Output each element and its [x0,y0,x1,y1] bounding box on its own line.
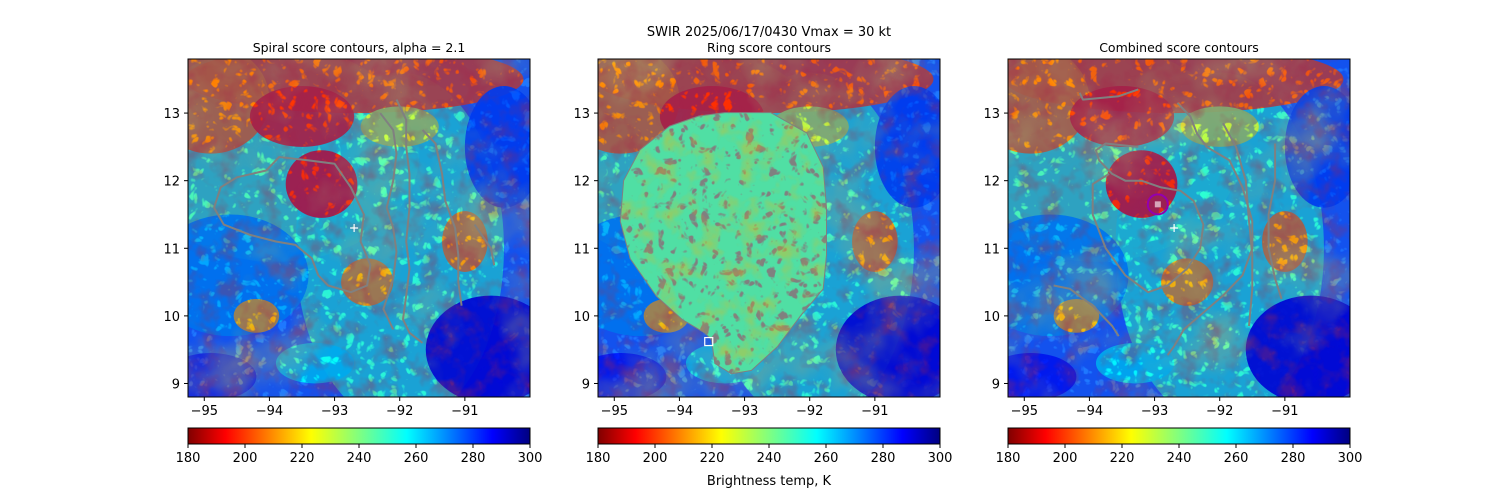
colorbar-tick-label: 180 [586,451,611,466]
score-contour [473,224,496,266]
colorbar-tick-label: 200 [643,451,668,466]
y-tick-label: 13 [573,107,590,122]
colorbar-tick-label: 240 [757,451,782,466]
colorbar-tick-label: 300 [518,451,543,466]
colorbar-tick-label: 280 [461,451,486,466]
y-tick-label: 10 [163,310,180,325]
satellite-image [188,59,530,397]
x-tick-label: −92 [386,404,413,419]
y-tick-label: 13 [983,107,1000,122]
score-contour [1166,102,1254,356]
x-tick-label: −95 [601,404,628,419]
x-tick-label: −91 [451,404,478,419]
y-tick-label: 12 [983,175,1000,190]
colorbar-tick-label: 200 [233,451,258,466]
panel-title: Ring score contours [707,40,831,55]
y-tick-label: 11 [163,242,180,257]
figure-suptitle: SWIR 2025/06/17/0430 Vmax = 30 kt [647,25,891,40]
x-tick-label: −93 [1141,404,1168,419]
y-tick-label: 9 [172,377,180,392]
score-contour [379,112,398,330]
y-tick-label: 12 [573,175,590,190]
colorbar [1007,427,1351,445]
x-tick-label: −93 [731,404,758,419]
chart-panel-2: Ring score contours −95 −94 −93 −92 −91 9 10 11 1… [573,40,953,466]
y-tick-label: 11 [573,242,590,257]
colorbar-tick-label: 260 [1224,451,1249,466]
colorbar-tick-label: 220 [290,451,315,466]
x-tick-label: −95 [191,404,218,419]
colorbar-tick-label: 220 [700,451,725,466]
colorbar-tick-label: 280 [871,451,896,466]
score-contour [213,156,372,294]
axes-frame [1007,58,1351,398]
colorbar-tick-label: 280 [1281,451,1306,466]
colorbar-label: Brightness temp, K [707,474,832,489]
panel-title: Combined score contours [1099,40,1259,55]
colorbar-tick-label: 240 [1167,451,1192,466]
satellite-image [1008,59,1350,397]
axes-frame [187,58,531,398]
x-tick-label: −95 [1011,404,1038,419]
colorbar [187,427,531,445]
colorbar-tick-label: 300 [1338,451,1363,466]
colorbar-tick-label: 200 [1053,451,1078,466]
best-center-circle [1146,193,1169,216]
y-tick-label: 12 [163,175,180,190]
chart-panel-3: Combined score contours −95 −94 −93 −92 −91 9 1… [983,40,1363,466]
y-tick-label: 9 [992,377,1000,392]
x-tick-label: −94 [256,404,283,419]
y-tick-label: 11 [983,242,1000,257]
colorbar-tick-label: 260 [814,451,839,466]
score-contour [1091,142,1205,294]
score-contour [421,129,463,306]
x-tick-label: −92 [1206,404,1233,419]
axes-frame [597,58,941,398]
x-tick-label: −91 [1271,404,1298,419]
colorbar-tick-label: 180 [996,451,1021,466]
colorbar-tick-label: 260 [404,451,429,466]
panel-title: Spiral score contours, alpha = 2.1 [253,40,466,55]
y-tick-label: 13 [163,107,180,122]
colorbar-tick-label: 300 [928,451,953,466]
satellite-image [598,59,940,397]
center-marker-plus [1170,224,1179,232]
y-tick-label: 10 [983,310,1000,325]
center-marker-plus [350,224,359,232]
score-contour [1078,88,1139,101]
score-contour [1267,143,1283,300]
x-tick-label: −92 [796,404,823,419]
score-contour [395,99,424,344]
best-center-square [1154,201,1161,208]
score-contour [1053,284,1120,337]
x-tick-label: −94 [666,404,693,419]
colorbar-tick-label: 220 [1110,451,1135,466]
center-marker-square [704,336,714,347]
x-tick-label: −94 [1076,404,1103,419]
x-tick-label: −91 [861,404,888,419]
cloud-texture [188,59,530,397]
score-contour [1222,122,1254,327]
cloud-texture [1008,59,1350,397]
colorbar-tick-label: 180 [176,451,201,466]
chart-panel-1: Spiral score contours, alpha = 2.1 −95 −94… [163,40,543,466]
colorbar-tick-label: 240 [347,451,372,466]
y-tick-label: 10 [573,310,590,325]
colorbar [597,427,941,445]
x-tick-label: −93 [321,404,348,419]
y-tick-label: 9 [582,377,590,392]
